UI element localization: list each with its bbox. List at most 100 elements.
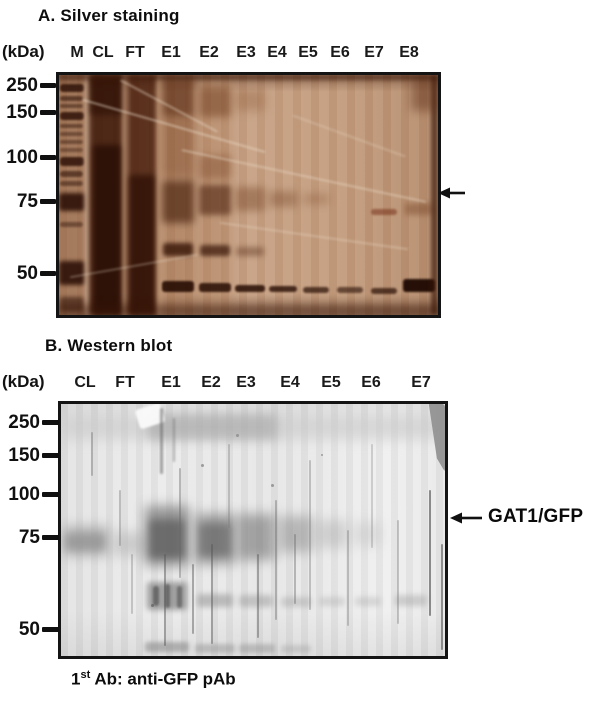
gel-art-layer — [160, 408, 163, 474]
gel-art-layer — [60, 132, 83, 136]
marker-150-tick — [42, 453, 59, 458]
lane-label-e5: E5 — [298, 44, 318, 61]
lane-label-cl: CL — [74, 374, 96, 391]
gel-art-layer — [162, 181, 194, 223]
marker-250-kda-label: 250 — [6, 75, 38, 96]
marker-75-tick — [40, 199, 56, 204]
marker-150-kda-label: 150 — [8, 445, 40, 466]
marker-250-tick — [40, 83, 56, 88]
gel-art-layer — [93, 145, 121, 315]
gel-art-layer — [371, 209, 397, 215]
marker-75-tick — [42, 535, 59, 540]
gel-art-layer — [294, 534, 296, 604]
gel-art-layer — [317, 520, 347, 548]
gel-art-layer — [271, 484, 274, 487]
gel-art-layer — [405, 203, 433, 215]
gel-art-layer — [429, 490, 431, 616]
gel-art-layer — [199, 283, 231, 292]
gel-art-layer — [59, 305, 438, 315]
gel-art-layer — [371, 444, 373, 548]
gel-art-layer — [199, 185, 231, 215]
gel-art-layer — [60, 222, 83, 227]
caption-number: 1 — [71, 669, 81, 689]
gel-art-layer — [60, 124, 83, 128]
gel-art-layer — [219, 221, 409, 251]
panel-b-title: B. Western blot — [45, 336, 173, 355]
gel-art-layer — [431, 75, 438, 315]
lane-label-m: M — [70, 44, 84, 61]
gel-art-layer — [200, 245, 230, 256]
lane-label-e6: E6 — [330, 44, 350, 61]
gel-art-layer — [60, 112, 84, 120]
panel-a-lane-labels: M CL FT E1 E2 E3 E4 E5 E6 E7 E8 — [0, 44, 604, 64]
lane-label-e3: E3 — [236, 44, 256, 61]
gel-art-layer — [237, 514, 275, 560]
gel-art-layer — [60, 104, 83, 108]
gel-art-layer — [131, 554, 133, 614]
gel-art-layer — [337, 287, 363, 293]
gel-art-layer — [59, 193, 85, 211]
panel-a-title: A. Silver staining — [38, 6, 180, 25]
gat1-gfp-band-label: GAT1/GFP — [488, 506, 584, 527]
gel-art-layer — [163, 243, 193, 256]
gel-art-layer — [60, 140, 83, 144]
panel-b-gel-image — [58, 401, 448, 659]
marker-75-kda-label: 75 — [18, 527, 40, 548]
lane-label-e5: E5 — [321, 374, 341, 391]
gel-art-layer — [236, 247, 264, 256]
marker-100-tick — [42, 492, 59, 497]
lane-label-e3: E3 — [236, 374, 256, 391]
gel-art-layer — [321, 454, 323, 456]
marker-250-kda-label: 250 — [8, 412, 40, 433]
gel-art-layer — [65, 534, 105, 550]
lane-label-e8: E8 — [399, 44, 419, 61]
marker-50-kda-label: 50 — [18, 619, 40, 640]
marker-75-kda-label: 75 — [16, 191, 38, 212]
gel-art-layer — [197, 594, 233, 607]
panel-a-gel-image — [56, 72, 441, 318]
gel-art-layer — [303, 193, 329, 205]
gel-art-layer — [162, 281, 194, 292]
panel-b-kda-label: (kDa) — [2, 372, 45, 391]
gel-art-layer — [91, 432, 93, 476]
lane-label-e2: E2 — [201, 374, 221, 391]
lane-label-e4: E4 — [267, 44, 287, 61]
gel-art-layer — [113, 532, 147, 556]
gel-art-layer — [281, 597, 311, 607]
gel-art-layer — [281, 645, 311, 653]
gel-art-layer — [179, 468, 181, 578]
marker-50-tick — [42, 627, 59, 632]
gel-art-layer — [147, 414, 277, 440]
gel-art-layer — [195, 644, 235, 653]
gel-art-layer — [60, 171, 83, 177]
gel-art-layer — [319, 597, 345, 606]
gel-art-layer — [173, 418, 175, 462]
gel-art-layer — [403, 279, 435, 292]
lane-label-ft: FT — [125, 44, 145, 61]
gel-art-layer — [199, 87, 231, 117]
gel-art-layer — [395, 595, 427, 606]
lane-label-e7: E7 — [411, 374, 431, 391]
lane-label-e2: E2 — [199, 44, 219, 61]
marker-50-tick — [40, 271, 56, 276]
caption-superscript: st — [80, 669, 91, 681]
gel-art-layer — [292, 114, 406, 158]
gel-art-layer — [239, 595, 273, 607]
marker-100-tick — [40, 155, 56, 160]
gel-art-layer — [199, 155, 231, 179]
caption-text: Ab: anti-GFP pAb — [90, 669, 236, 689]
gel-art-layer — [201, 464, 204, 467]
marker-50-kda-label: 50 — [16, 263, 38, 284]
gel-art-layer — [236, 434, 239, 437]
gel-art-layer — [177, 586, 182, 608]
gel-art-layer — [353, 522, 381, 546]
marker-250-tick — [42, 420, 59, 425]
lane-label-ft: FT — [115, 374, 135, 391]
gel-art-layer — [149, 520, 185, 558]
gel-art-layer — [60, 148, 83, 152]
panel-b-lane-labels: CL FT E1 E2 E3 E4 E5 E6 E7 — [0, 374, 604, 394]
gel-art-layer — [151, 604, 154, 607]
gel-art-layer — [162, 77, 194, 117]
gel-art-layer — [145, 642, 189, 652]
marker-150-tick — [40, 110, 56, 115]
